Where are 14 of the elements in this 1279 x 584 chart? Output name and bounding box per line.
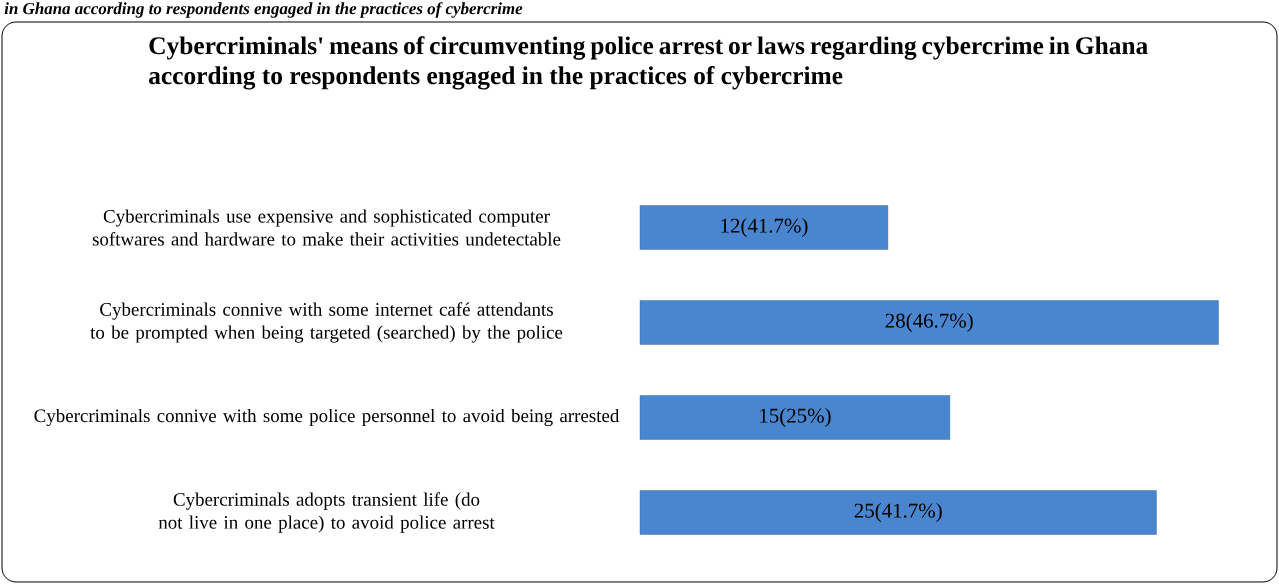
data-label: 15(25%) <box>760 408 831 427</box>
data-label: 28(46.7%) <box>885 313 973 332</box>
text: in Ghana according to respondents engaged in the practices of cybercrime <box>4 2 523 18</box>
bar <box>639 490 1157 535</box>
data-label: 25(41.7%) <box>854 503 942 522</box>
bar <box>639 205 889 250</box>
bar <box>639 395 951 440</box>
chart-title: Cybercriminals' means of circumventing police arrest or laws regarding cybercrime in Ghana according to respondents engaged in the practices of cybercrime <box>149 36 1148 90</box>
y-tick-label: Cybercriminals adopts transient life (do not live in one place) to avoid police arrest <box>158 492 495 533</box>
data-label: 12(41.7%) <box>721 218 808 237</box>
y-tick-label: Cybercriminals use expensive and sophisticated computer softwares and hardware to make their activities undetectable <box>92 209 561 246</box>
y-tick-label: Cybercriminals connive with some police personnel to avoid being arrested <box>34 408 620 427</box>
y-tick-label: Cybercriminals connive with some internet café attendants to be prompted when being targeted (searched) by the police <box>90 302 563 343</box>
bar <box>639 300 1219 345</box>
